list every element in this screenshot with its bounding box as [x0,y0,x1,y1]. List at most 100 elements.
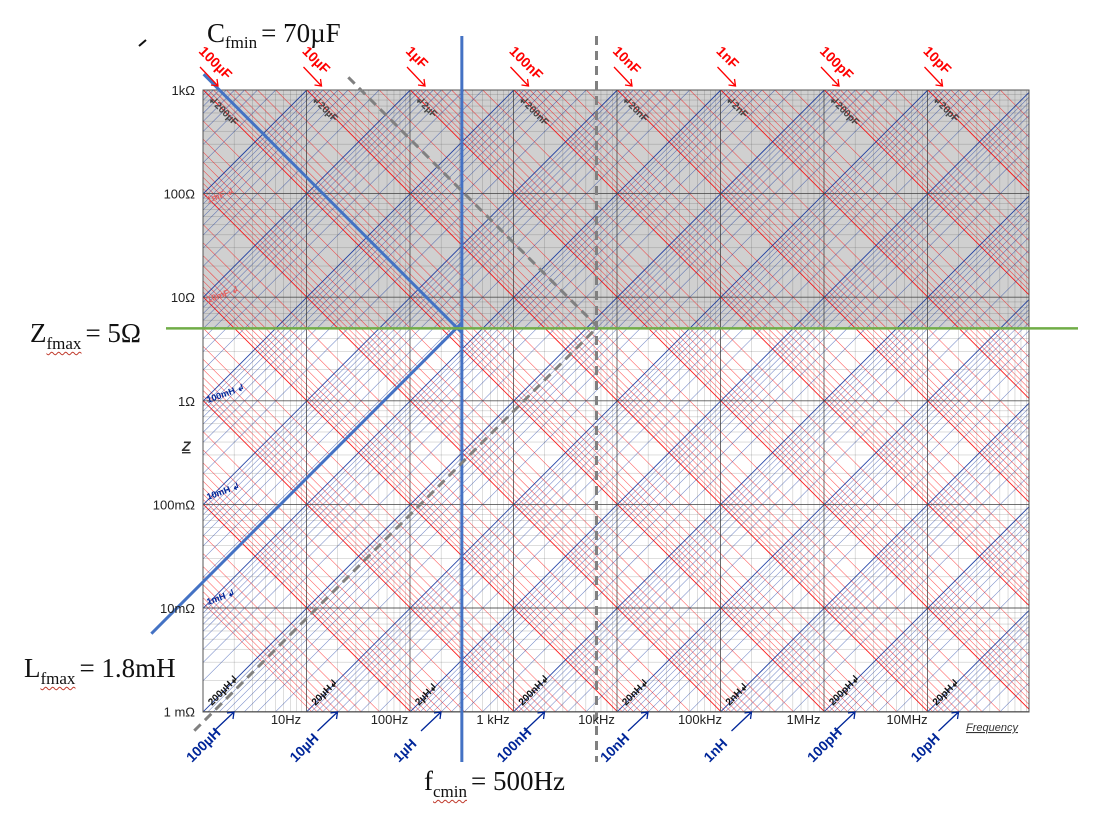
capacitance-line [586,89,1030,534]
inductance-line [958,641,1030,712]
capacitance-line [840,89,1030,279]
y-tick-label: 1Ω [178,394,195,409]
inductance-line [202,89,623,510]
inductance-line [774,457,1030,712]
arrow-icon [924,66,944,87]
capacitance-line [824,89,1030,296]
inductance-line [730,413,1030,712]
inductance-line [202,89,308,195]
capacitance-line [433,89,1030,687]
arrow-icon [717,66,737,87]
inductance-line [202,89,659,547]
capacitance-line [617,89,1030,503]
inductance-line [855,537,1030,712]
inductance-line [981,664,1030,712]
inductance-line [627,309,1030,712]
capacitance-line [671,89,1030,449]
inductance-label: 10µH [286,730,321,765]
inductance-line [671,353,1030,712]
capacitance-line [937,89,1030,182]
y-tick-label: 100Ω [164,187,196,202]
inductance-line [658,340,1030,712]
inductance-line [202,89,776,663]
x-tick-label: 10MHz [886,712,927,727]
inductance-line [202,89,569,456]
z-fmax-annotation: Zfmax = 5Ω [30,320,141,353]
inductance-line [1000,682,1030,712]
f-cmin-value: = 500Hz [471,766,565,796]
series-inductor-line [150,321,463,635]
x-tick-label: 100Hz [371,712,409,727]
inductance-line [464,146,1030,712]
c-fmin-annotation: Cfmin = 70µF [207,18,341,52]
inductance-line [202,89,380,267]
inductance-line [793,475,1030,712]
inductance-line [865,547,1030,712]
inductance-line [840,522,1030,712]
capacitance-line [847,89,1030,273]
inductance-label: 100pH [804,724,845,765]
shaded-region [203,90,1029,329]
inductance-line [202,89,546,433]
arrow-icon [213,711,235,732]
inductance-line [202,89,738,625]
l-fmax-sub: fmax [40,669,76,688]
inductance-line [617,299,1030,712]
arrow-icon [317,711,339,732]
inductance-line [202,89,220,107]
l-fmax-value: = 1.8mH [79,653,176,683]
inductance-line [202,89,362,249]
series-capacitor-line [347,76,598,327]
inductance-line [202,89,745,632]
inductance-line [202,89,531,418]
y-tick-label: 10mΩ [160,601,195,616]
capacitance-line [878,89,1030,241]
inductance-line [878,560,1030,712]
inductance-line [736,419,1030,712]
inductance-line [648,330,1030,712]
inductance-line [932,614,1030,712]
inductance-line [433,115,1030,712]
l-fmax-symbol: L [24,653,41,683]
inductance-line [202,89,726,614]
inductance-sub-label: 2µH↲ [413,681,440,708]
capacitance-line [567,89,1030,552]
inductance-line [640,322,1030,712]
inductance-line [621,304,1030,712]
x-tick-label: 10Hz [271,712,301,727]
inductance-line [202,89,245,132]
inductance-line [202,89,421,308]
arrow-icon [406,66,426,87]
capacitance-label: 100pF [817,43,857,83]
f-cmin-annotation: fcmin = 500Hz [424,766,565,801]
inductance-line [518,200,1030,712]
z-fmax-sub: fmax [46,334,82,353]
inductance-line [202,89,214,101]
inductance-sub-label: 200µH↲ [206,673,241,708]
c-fmin-value: = 70µF [261,18,341,48]
inductance-line [202,89,628,516]
inductance-line [202,89,634,522]
y-tick-label: 10Ω [171,290,195,305]
inductance-line [751,434,1030,712]
inductance-line [202,89,587,474]
inductance-line [202,89,276,163]
capacitance-line [518,89,1030,602]
x-tick-label: 100kHz [678,712,722,727]
capacitance-line [464,89,1030,656]
inductance-label: 100nH [493,724,534,765]
y-tick-label: 100mΩ [153,497,196,512]
inductance-line [202,89,331,218]
c-fmin-sub: fmin [225,33,258,52]
series-capacitor-line [202,73,463,334]
inductance-line [202,89,732,619]
inductance-line [529,211,1030,712]
inductance-line [937,620,1030,712]
inductance-line [202,89,649,537]
inductance-line [896,579,1030,712]
inductance-line [202,89,258,145]
inductance-line [202,89,672,560]
arrow-icon [199,66,219,87]
arrow-icon [613,66,633,87]
